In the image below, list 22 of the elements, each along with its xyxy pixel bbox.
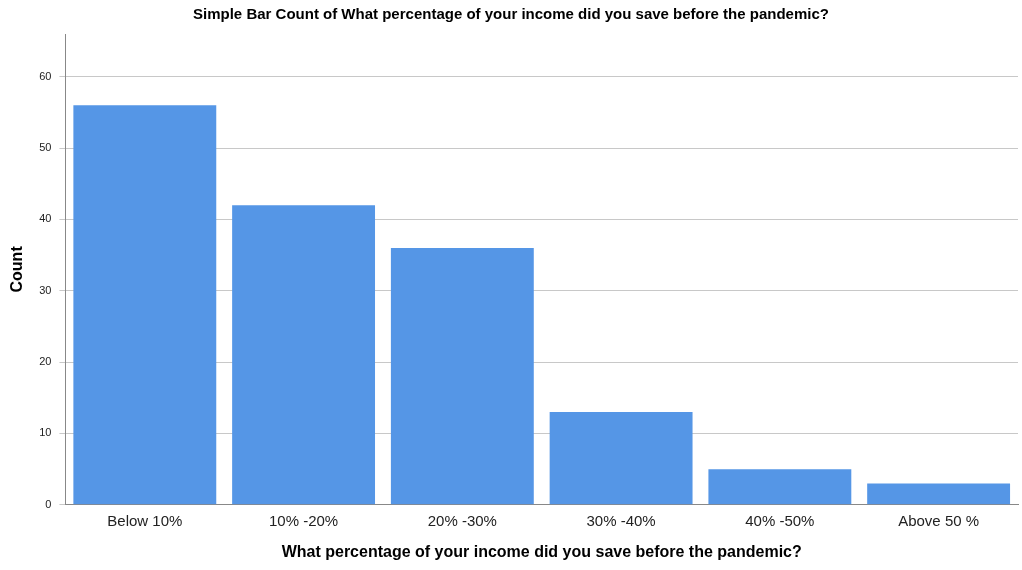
chart-title: Simple Bar Count of What percentage of your income did you save before the pandemic? — [193, 5, 829, 23]
x-tick-label: 20% -30% — [427, 511, 497, 529]
x-tick-label: 10% -20% — [268, 511, 339, 529]
y-tick-label: 10 — [39, 426, 52, 439]
y-tick-label: 0 — [45, 497, 52, 510]
bar — [232, 205, 376, 505]
bar — [549, 412, 693, 505]
x-tick-label: 40% -50% — [745, 511, 815, 529]
y-axis-title: Count — [8, 245, 26, 293]
y-tick-label: 30 — [39, 283, 52, 296]
bar — [708, 469, 852, 505]
x-axis-title: What percentage of your income did you save before the pandemic? — [281, 542, 802, 560]
x-tick-label: 30% -40% — [586, 511, 656, 529]
bar — [867, 483, 1011, 505]
y-tick-label: 40 — [39, 212, 52, 225]
bar — [73, 105, 217, 505]
x-tick-label: Above 50 % — [898, 511, 980, 529]
y-tick-label: 20 — [39, 355, 52, 368]
y-tick-label: 60 — [39, 69, 52, 82]
bar — [390, 248, 534, 505]
y-tick-label: 50 — [39, 141, 52, 154]
x-tick-label: Below 10% — [107, 511, 183, 529]
